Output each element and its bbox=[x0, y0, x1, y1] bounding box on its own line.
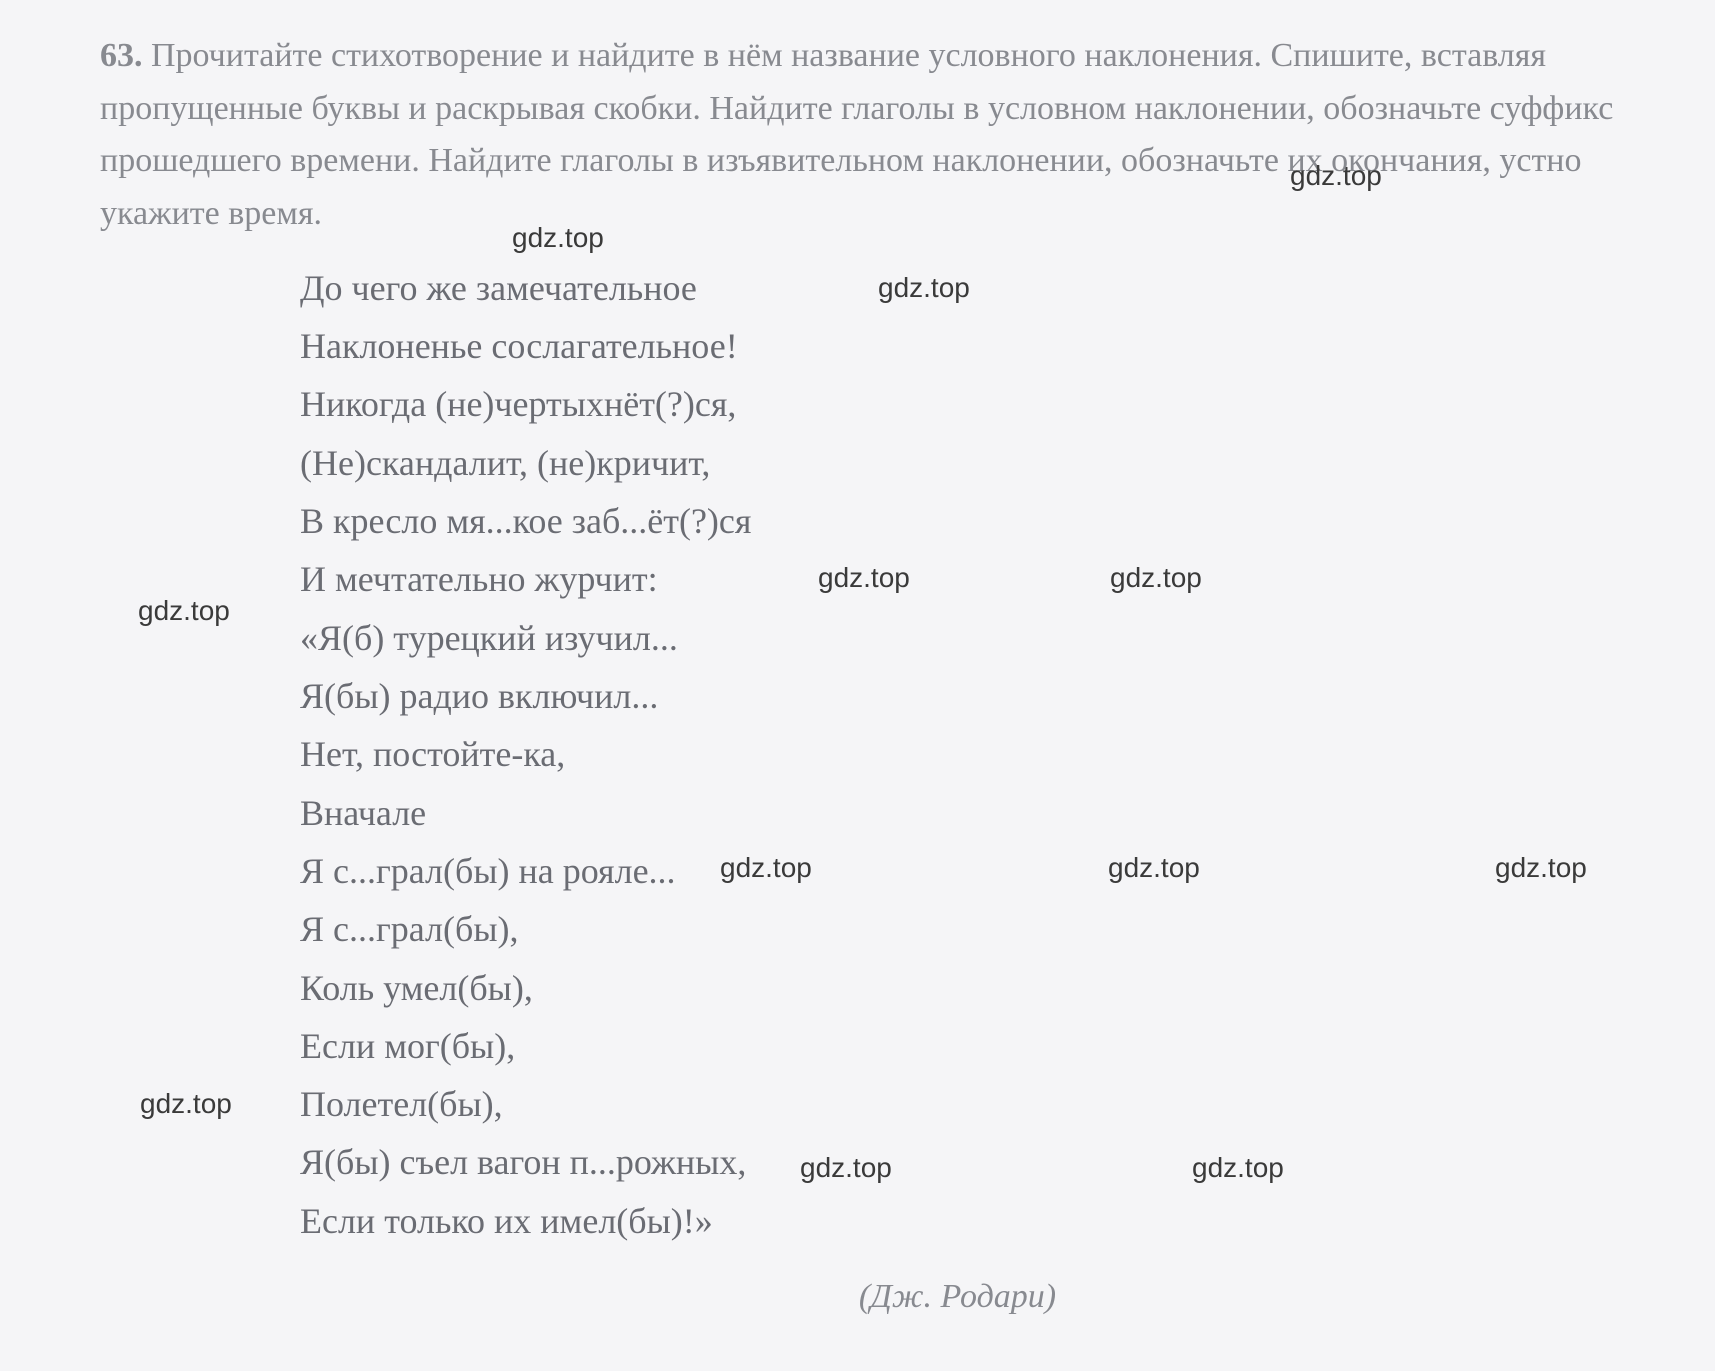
poem-line: Нет, постойте-ка, bbox=[300, 725, 1675, 783]
poem-line: Коль умел(бы), bbox=[300, 959, 1675, 1017]
exercise-text: Прочитайте стихотворение и найдите в нём… bbox=[100, 37, 1613, 232]
poem-line: Если мог(бы), bbox=[300, 1017, 1675, 1075]
poem-line: Я(бы) съел вагон п...рожных, bbox=[300, 1133, 1675, 1191]
poem-line: (Не)скандалит, (не)кричит, bbox=[300, 434, 1675, 492]
poem-line: Я с...грал(бы) на рояле... bbox=[300, 842, 1675, 900]
poem-line: «Я(б) турецкий изучил... bbox=[300, 609, 1675, 667]
poem-line: И мечтательно журчит: bbox=[300, 550, 1675, 608]
poem-line: Наклоненье сослагательное! bbox=[300, 317, 1675, 375]
poem-line: Вначале bbox=[300, 784, 1675, 842]
poem-line: Полетел(бы), bbox=[300, 1075, 1675, 1133]
poem-container: До чего же замечательное Наклоненье сосл… bbox=[40, 259, 1675, 1250]
poem-line: Никогда (не)чертыхнёт(?)ся, bbox=[300, 375, 1675, 433]
exercise-instructions: 63. Прочитайте стихотворение и найдите в… bbox=[40, 30, 1675, 241]
poem-author: (Дж. Родари) bbox=[40, 1278, 1675, 1316]
poem-line: Если только их имел(бы)!» bbox=[300, 1192, 1675, 1250]
exercise-number: 63. bbox=[100, 37, 143, 74]
poem-line: До чего же замечательное bbox=[300, 259, 1675, 317]
poem-line: В кресло мя...кое заб...ёт(?)ся bbox=[300, 492, 1675, 550]
poem-line: Я(бы) радио включил... bbox=[300, 667, 1675, 725]
poem-line: Я с...грал(бы), bbox=[300, 900, 1675, 958]
